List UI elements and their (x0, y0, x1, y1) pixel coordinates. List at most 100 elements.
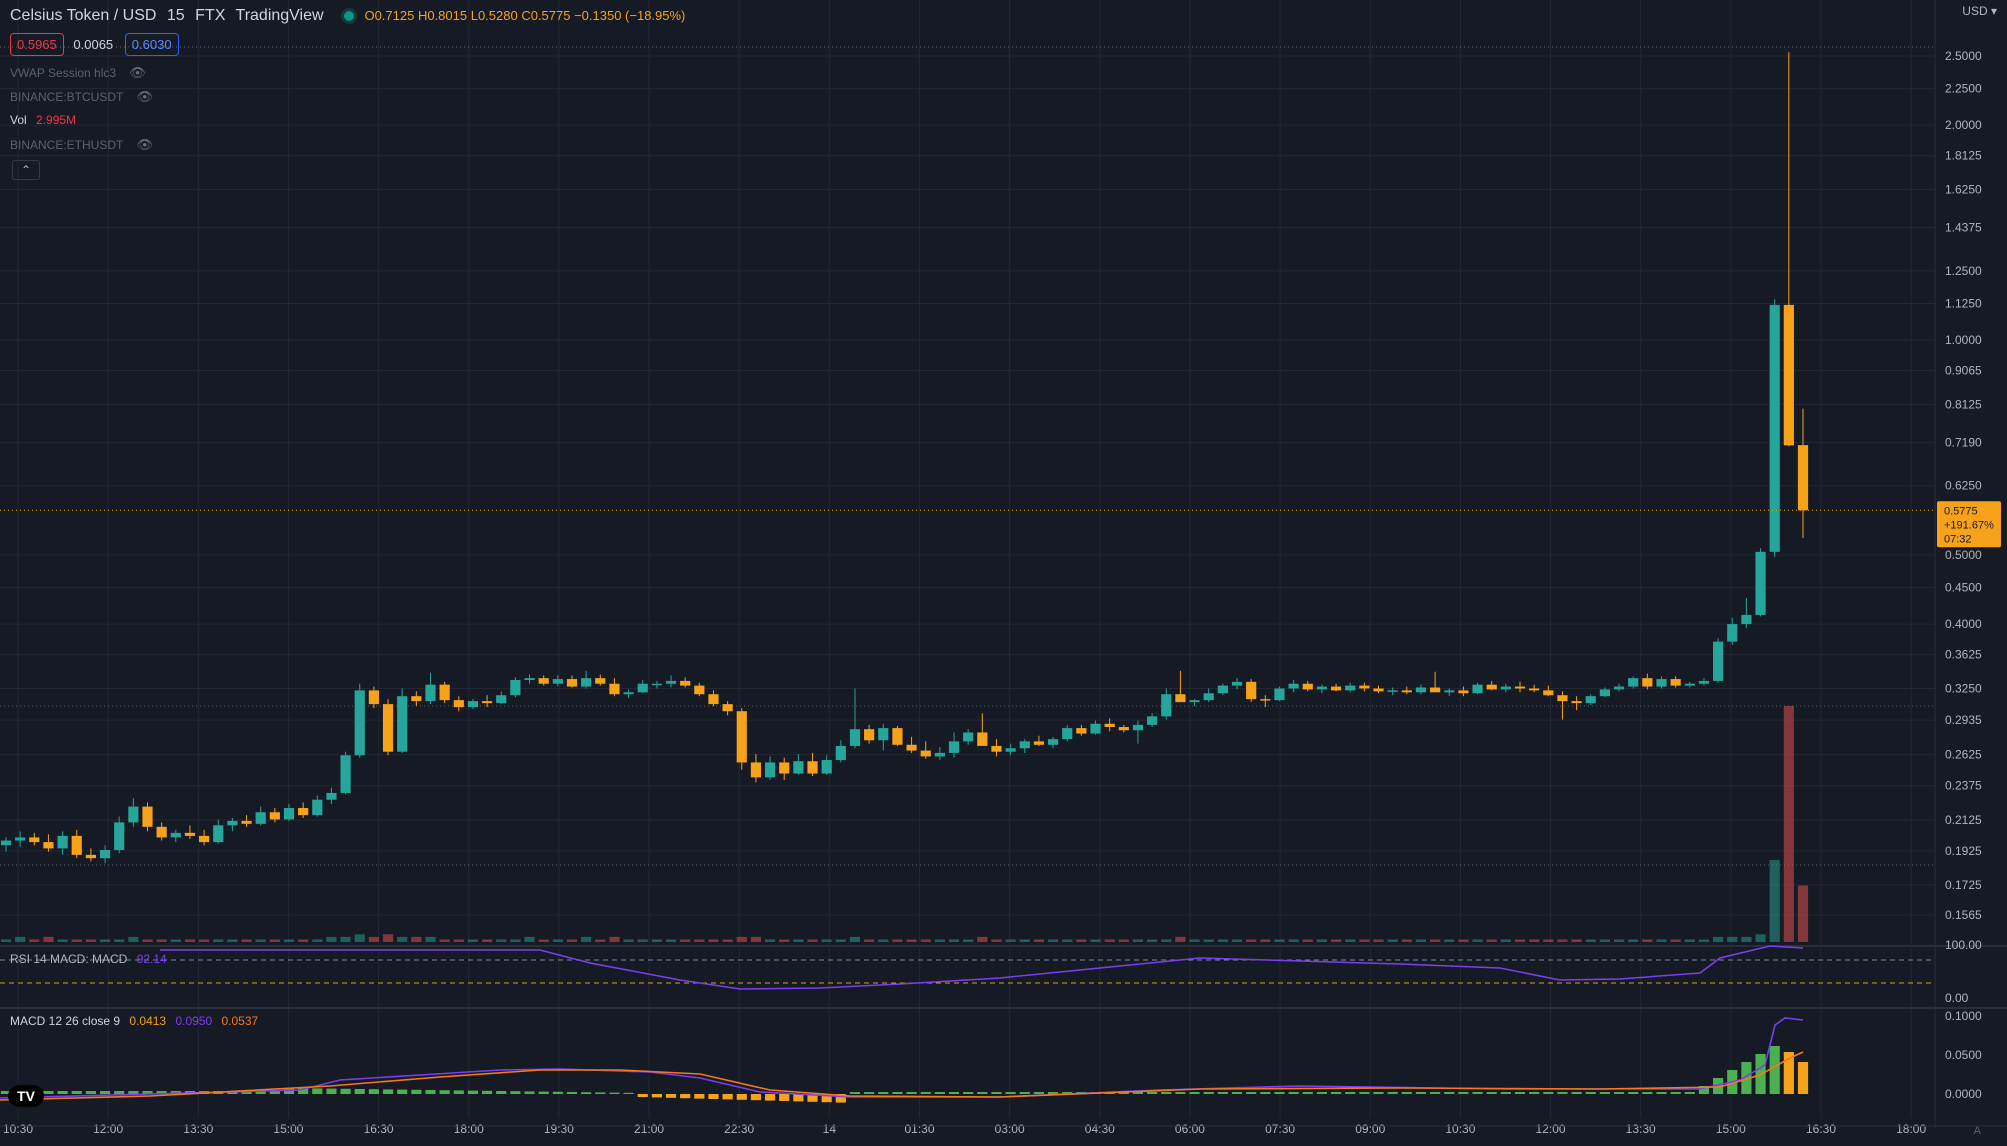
volume-bar (1330, 939, 1342, 942)
macd-histogram-bar (1486, 1092, 1497, 1094)
volume-bar (114, 939, 125, 942)
macd-histogram-bar (934, 1092, 945, 1094)
indicator-vwap[interactable]: VWAP Session hlc3 👁 (10, 65, 146, 81)
candle (609, 678, 620, 697)
macd-histogram-bar (510, 1091, 521, 1094)
eye-hidden-icon[interactable]: 👁 (136, 89, 153, 104)
candle (1797, 408, 1809, 539)
macd-legend[interactable]: MACD 12 26 close 9 0.0413 0.0950 0.0537 (10, 1014, 258, 1028)
rsi-legend[interactable]: RSI 14 MACD: MACD 92.14 (10, 952, 167, 966)
candle-body (184, 832, 196, 836)
candle-body (1359, 685, 1370, 689)
candle-body (170, 832, 181, 838)
signal-line (0, 1051, 1804, 1101)
volume-bar (128, 936, 139, 942)
currency-selector[interactable]: USD ▾ (1962, 4, 1997, 18)
price-tick-label: 0.2935 (1945, 713, 1982, 727)
macd-histogram-bar (1557, 1092, 1568, 1094)
time-tick-label: 10:30 (1445, 1122, 1475, 1136)
macd-histogram-bar (57, 1091, 68, 1094)
candle-body (1585, 696, 1596, 704)
candle-body (665, 680, 677, 684)
candle-body (694, 685, 705, 695)
ask-button[interactable]: 0.6030 (124, 33, 179, 56)
candle-body (298, 808, 309, 816)
candle (864, 724, 875, 744)
volume-bar (835, 939, 846, 942)
candle-body (1458, 690, 1469, 694)
macd-histogram-bar (609, 1092, 620, 1094)
price-tick-label: 0.2125 (1945, 813, 1982, 827)
macd-histogram-bar (397, 1089, 408, 1094)
candle (1670, 676, 1681, 688)
macd-histogram-bar (1713, 1078, 1724, 1094)
candle (1005, 743, 1016, 756)
volume-bar (920, 939, 931, 942)
macd-histogram-bar (991, 1092, 1002, 1094)
chevron-down-icon: ▾ (1990, 4, 1997, 18)
candle-body (326, 792, 337, 800)
candle-body (637, 683, 648, 693)
volume-bar (411, 936, 422, 942)
symbol-name[interactable]: Celsius Token / USD (10, 7, 157, 24)
indicator-volume[interactable]: Vol 2.995M (10, 113, 76, 127)
candle-body (1430, 687, 1441, 693)
macd-histogram-bar (807, 1094, 818, 1102)
candle (382, 699, 394, 756)
candle-body (1797, 445, 1809, 511)
indicator-ethusdt[interactable]: BINANCE:ETHUSDT 👁 (10, 137, 153, 153)
macd-histogram-bar (1288, 1092, 1299, 1094)
market-status-icon (344, 10, 355, 21)
volume-bar (1373, 939, 1384, 942)
candle (1373, 685, 1384, 694)
candle (1684, 681, 1695, 688)
indicator-btcusdt[interactable]: BINANCE:BTCUSDT 👁 (10, 89, 153, 105)
macd-histogram-bar (821, 1094, 832, 1103)
candle-body (1062, 728, 1073, 740)
macd-histogram-bar (156, 1091, 167, 1094)
candle-body (779, 762, 790, 774)
rsi-label: RSI 14 MACD: MACD (10, 952, 128, 966)
candle-body (1118, 727, 1129, 731)
candle (779, 757, 790, 780)
eye-hidden-icon[interactable]: 👁 (129, 65, 146, 80)
eye-hidden-icon[interactable]: 👁 (136, 137, 153, 152)
volume-bar (566, 939, 578, 942)
volume-bar (524, 936, 535, 942)
candle (354, 683, 365, 758)
volume-bar (298, 939, 309, 942)
candle-body (1330, 686, 1342, 691)
candle (340, 751, 351, 795)
volume-bar (1713, 936, 1724, 942)
macd-histogram-bar (382, 1089, 394, 1094)
candle-body (1387, 690, 1398, 692)
volume-bar (1642, 939, 1653, 942)
volume-bar (807, 939, 818, 942)
price-tick-label: 1.8125 (1945, 149, 1982, 163)
volume-bar (1585, 939, 1596, 942)
candle-body (1033, 741, 1045, 745)
ohlc-values: O0.7125 H0.8015 L0.5280 C0.5775 −0.1350 … (364, 8, 686, 23)
candle (1727, 617, 1738, 645)
volume-bar (892, 939, 903, 942)
macd-histogram-bar (481, 1090, 493, 1094)
candle-body (1486, 684, 1497, 690)
interval-label[interactable]: 15 (166, 7, 185, 24)
candle-body (1783, 304, 1794, 446)
candle (849, 688, 861, 749)
volume-bar (1472, 939, 1483, 942)
volume-bar (1005, 939, 1016, 942)
time-tick-label: 15:00 (273, 1122, 303, 1136)
volume-bar (142, 939, 153, 942)
volume-bar (821, 939, 832, 942)
candle-body (1302, 683, 1313, 690)
volume-bar (1019, 939, 1030, 942)
collapse-legend-button[interactable]: ⌃ (12, 160, 40, 180)
volume-bar (1076, 939, 1087, 942)
bid-button[interactable]: 0.5965 (10, 33, 64, 56)
rsi-line (160, 945, 1804, 990)
candle-body (199, 835, 210, 843)
auto-scale-button[interactable]: A (1973, 1125, 1981, 1137)
candle (1430, 671, 1441, 693)
